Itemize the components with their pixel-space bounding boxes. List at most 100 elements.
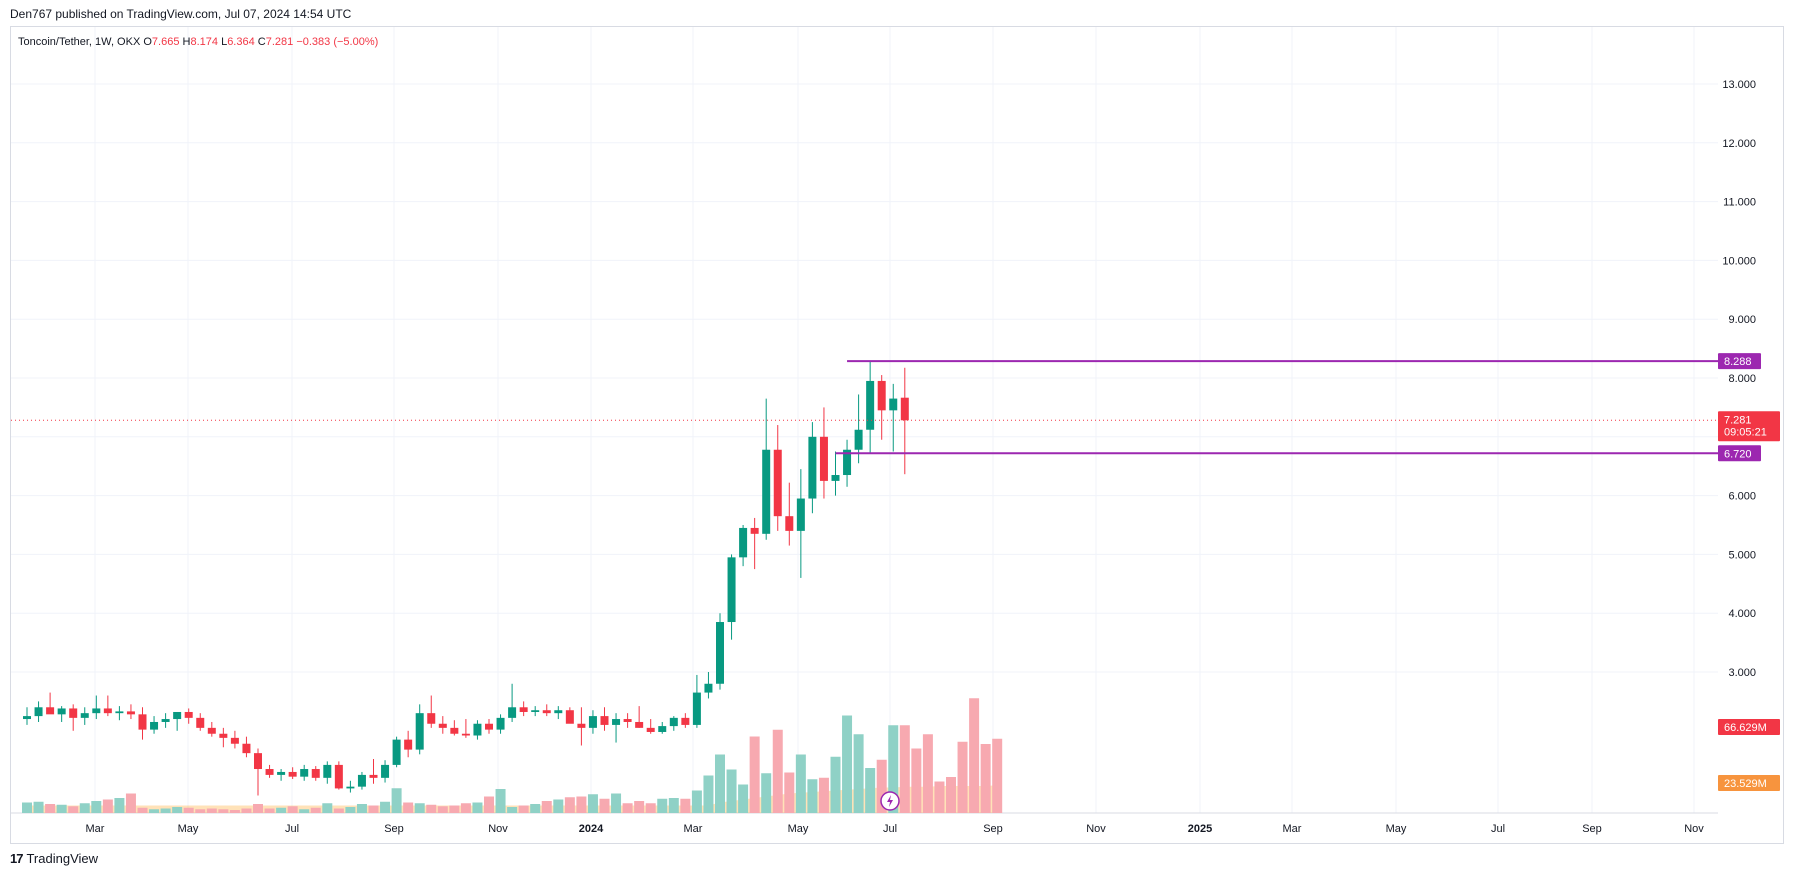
candle[interactable]	[138, 714, 147, 730]
candle[interactable]	[357, 774, 366, 787]
candle[interactable]	[415, 713, 424, 750]
candle[interactable]	[854, 429, 863, 450]
volume-bar	[149, 809, 160, 813]
volume-bar	[172, 807, 183, 813]
candle[interactable]	[577, 723, 586, 728]
x-tick-label: Nov	[1086, 823, 1106, 835]
tradingview-logo[interactable]: 17 TradingView	[10, 851, 98, 866]
candle[interactable]	[115, 711, 124, 714]
candle[interactable]	[485, 723, 493, 730]
candle[interactable]	[704, 683, 713, 693]
candle[interactable]	[796, 498, 805, 531]
volume-bar	[969, 698, 980, 813]
volume-bar	[611, 793, 622, 813]
candle[interactable]	[219, 733, 228, 738]
candle[interactable]	[288, 771, 297, 777]
candle[interactable]	[34, 707, 43, 717]
candle[interactable]	[588, 716, 597, 728]
candle[interactable]	[173, 711, 182, 720]
candle[interactable]	[57, 708, 66, 715]
candle[interactable]	[103, 708, 112, 714]
candle[interactable]	[866, 380, 875, 430]
candle[interactable]	[254, 753, 262, 770]
candle[interactable]	[612, 719, 621, 725]
volume-bar	[957, 741, 968, 813]
candle[interactable]	[785, 516, 794, 531]
candle[interactable]	[381, 764, 390, 778]
candle[interactable]	[277, 771, 286, 775]
candle[interactable]	[762, 449, 771, 534]
candle[interactable]	[369, 774, 378, 778]
candle[interactable]	[438, 723, 447, 728]
candle[interactable]	[323, 764, 332, 778]
candle[interactable]	[877, 380, 886, 411]
volume-label: 66.629M	[1724, 722, 1767, 734]
candle[interactable]	[427, 713, 436, 724]
candle[interactable]	[843, 449, 852, 476]
candle[interactable]	[196, 717, 205, 728]
volume-bar	[749, 736, 760, 813]
candle[interactable]	[635, 721, 644, 728]
candle[interactable]	[150, 721, 159, 730]
candle[interactable]	[392, 739, 401, 765]
candle[interactable]	[692, 692, 701, 725]
candle[interactable]	[473, 723, 482, 736]
candle[interactable]	[600, 716, 609, 725]
candle[interactable]	[300, 769, 309, 777]
candle[interactable]	[508, 707, 517, 718]
volume-bar	[56, 804, 67, 813]
x-tick-label: Nov	[1684, 823, 1704, 835]
candle[interactable]	[669, 717, 678, 727]
candle[interactable]	[496, 717, 505, 730]
candle[interactable]	[819, 436, 828, 481]
candle[interactable]	[346, 786, 355, 789]
candle[interactable]	[750, 527, 759, 534]
candle[interactable]	[230, 737, 239, 744]
candle[interactable]	[565, 710, 574, 724]
candle[interactable]	[681, 717, 690, 725]
candle[interactable]	[623, 719, 632, 722]
volume-bar	[160, 808, 171, 813]
x-tick-label: Mar	[684, 823, 703, 835]
candle[interactable]	[531, 710, 540, 712]
volume-bar	[495, 789, 506, 813]
candle[interactable]	[739, 527, 748, 558]
candle[interactable]	[658, 726, 667, 732]
candle[interactable]	[900, 397, 909, 421]
candle[interactable]	[461, 733, 470, 736]
candle[interactable]	[727, 557, 736, 623]
candle[interactable]	[450, 727, 459, 734]
candle[interactable]	[808, 436, 817, 499]
candle[interactable]	[404, 739, 413, 750]
volume-bar	[310, 807, 321, 813]
candle[interactable]	[92, 708, 101, 714]
candle[interactable]	[554, 710, 563, 714]
x-tick-label: Mar	[86, 823, 105, 835]
volume-bar	[576, 796, 587, 813]
volume-bar	[795, 754, 806, 813]
candle[interactable]	[46, 707, 55, 715]
legend-open: 7.665	[151, 36, 180, 48]
candle[interactable]	[242, 743, 251, 754]
candle[interactable]	[126, 711, 135, 715]
candle[interactable]	[184, 711, 193, 718]
chart-legend: Toncoin/Tether, 1W, OKX O7.665 H8.174 L6…	[18, 36, 378, 48]
candle[interactable]	[831, 475, 840, 481]
volume-bar	[79, 803, 90, 813]
candle[interactable]	[519, 707, 528, 712]
candle[interactable]	[23, 716, 31, 720]
candle[interactable]	[334, 764, 343, 789]
candle[interactable]	[265, 769, 274, 775]
candle[interactable]	[311, 769, 320, 778]
candle[interactable]	[69, 708, 78, 718]
candle[interactable]	[161, 719, 170, 722]
candle[interactable]	[716, 622, 724, 684]
candle[interactable]	[207, 727, 216, 734]
candle[interactable]	[889, 398, 898, 411]
candle[interactable]	[646, 727, 655, 732]
y-tick-label: 8.000	[1728, 373, 1756, 385]
candle[interactable]	[542, 710, 551, 714]
candle[interactable]	[773, 449, 782, 517]
candle[interactable]	[80, 713, 89, 718]
